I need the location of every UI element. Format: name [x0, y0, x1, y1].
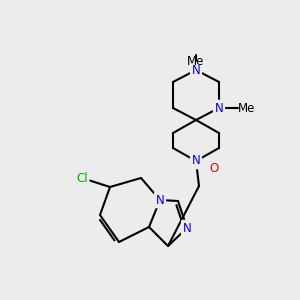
Text: N: N — [192, 64, 200, 76]
Text: N: N — [183, 221, 191, 235]
Text: N: N — [156, 194, 164, 206]
Text: Me: Me — [238, 101, 255, 115]
Text: N: N — [192, 154, 200, 167]
Text: O: O — [209, 161, 219, 175]
Text: N: N — [214, 101, 224, 115]
Text: Me: Me — [187, 55, 205, 68]
Text: Cl: Cl — [76, 172, 88, 184]
